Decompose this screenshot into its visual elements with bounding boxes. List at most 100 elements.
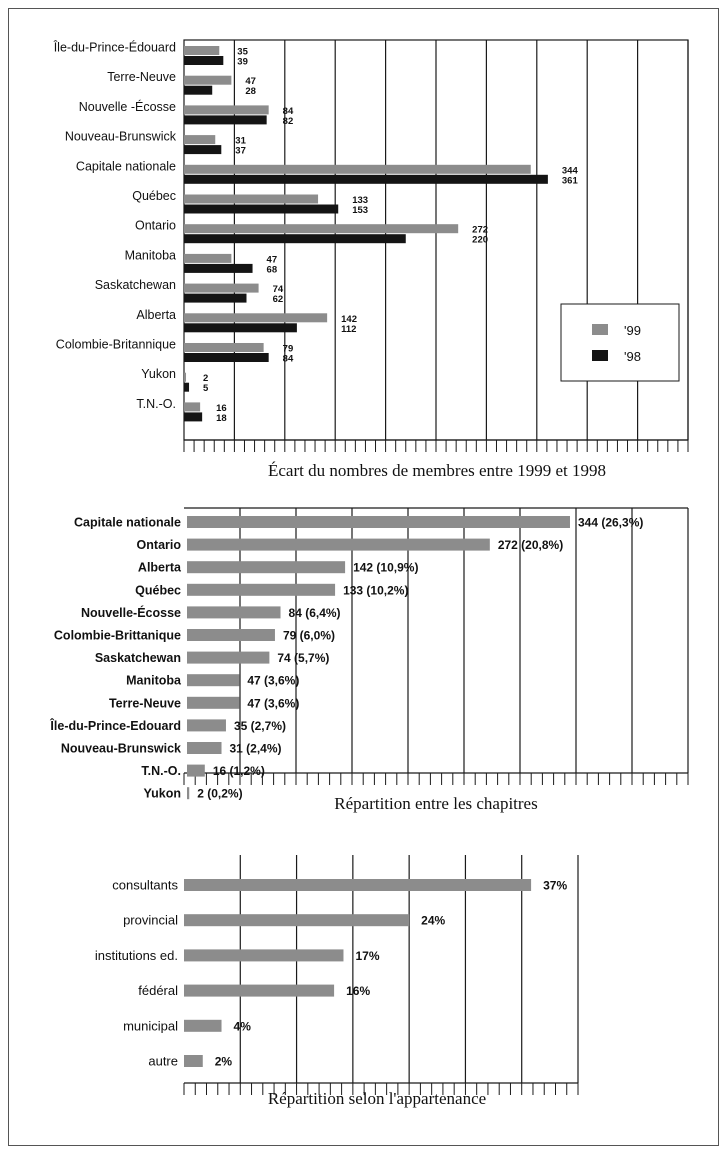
category-label: Capitale nationale	[74, 516, 181, 530]
bar-99	[184, 372, 187, 382]
value-label-98: 18	[216, 413, 227, 424]
category-label: institutions ed.	[95, 948, 178, 963]
bar	[187, 696, 240, 709]
value-label-98: 82	[283, 116, 294, 127]
bar	[187, 561, 346, 574]
bar-99	[184, 224, 459, 234]
value-label: 31 (2,4%)	[230, 742, 282, 756]
category-label: provincial	[123, 913, 178, 928]
value-label: 35 (2,7%)	[234, 719, 286, 733]
value-label-99: 84	[283, 106, 294, 117]
value-label-99: 79	[283, 344, 294, 355]
category-label: Yukon	[141, 367, 176, 381]
bar-98	[184, 263, 253, 273]
chart3-ticks	[183, 1082, 579, 1095]
value-label: 16%	[346, 984, 370, 998]
chart3-bars	[184, 879, 532, 1067]
value-label-99: 142	[341, 314, 357, 325]
bar	[187, 651, 270, 664]
bar	[184, 914, 410, 927]
bar-99	[184, 105, 269, 115]
category-label: Ontario	[135, 219, 176, 233]
bar-98	[184, 85, 213, 95]
bar-98	[184, 353, 269, 362]
bar-99	[184, 135, 216, 145]
bar-99	[184, 75, 232, 85]
category-label: Nouvelle -Écosse	[79, 99, 176, 114]
chart-chapter-distribution: Capitale nationale Ontario Alberta Québec No…	[49, 507, 689, 813]
bar-99	[184, 46, 220, 55]
category-label: Terre-Neuve	[109, 696, 181, 710]
bar-99	[184, 194, 319, 204]
value-label-98: 28	[245, 86, 256, 97]
bar	[184, 1019, 222, 1032]
bar	[187, 606, 281, 619]
category-label: Alberta	[136, 308, 176, 322]
category-label: Nouveau-Brunswick	[65, 130, 177, 144]
category-label: Nouvelle-Écosse	[81, 605, 181, 620]
category-label: Colombie-Britannique	[56, 338, 176, 352]
bar-98	[184, 115, 267, 125]
bar	[187, 787, 190, 800]
category-label: Manitoba	[125, 248, 176, 262]
bar	[187, 516, 570, 528]
category-label: Nouveau-Brunswick	[61, 742, 181, 756]
value-label: 272 (20,8%)	[498, 538, 563, 552]
chart-affiliation-distribution: consultants provincial institutions ed. féd…	[95, 855, 579, 1108]
value-label-99: 272	[472, 225, 488, 236]
bar-98	[184, 174, 548, 184]
value-label-99: 47	[267, 254, 278, 265]
category-label: municipal	[123, 1018, 178, 1033]
value-label: 79 (6,0%)	[283, 629, 335, 643]
value-label: 133 (10,2%)	[343, 583, 408, 597]
category-label: Manitoba	[126, 674, 182, 688]
bar-98	[184, 234, 406, 244]
bar	[187, 742, 222, 754]
value-label-98: 68	[267, 264, 278, 275]
value-label: 74 (5,7%)	[277, 651, 329, 665]
bar-98	[184, 145, 222, 155]
value-label: 24%	[421, 914, 445, 928]
bar-99	[184, 343, 264, 352]
chart-member-difference: Île-du-Prince-Édouard Terre-Neuve Nouvelle…	[53, 39, 689, 480]
category-label: Colombie-Brittanique	[54, 629, 181, 643]
value-label: 142 (10,9%)	[353, 561, 418, 575]
bar-99	[184, 164, 531, 174]
chart2-title: Répartition entre les chapitres	[334, 794, 537, 813]
category-label: fédéral	[138, 983, 178, 998]
value-label: 84 (6,4%)	[289, 606, 341, 620]
bar	[187, 719, 226, 732]
chart3-category-labels: consultants provincial institutions ed. féd…	[95, 878, 179, 1069]
chart1-title: Écart du nombres de membres entre 1999 e…	[268, 461, 606, 480]
category-label: Île-du-Prince-Edouard	[49, 718, 181, 733]
chart3-gridlines	[239, 855, 579, 1083]
bar	[187, 583, 336, 596]
chart2-category-labels: Capitale nationale Ontario Alberta Québec No…	[49, 516, 182, 801]
bar	[184, 1055, 203, 1067]
value-label-98: 39	[237, 57, 248, 68]
value-label-99: 133	[352, 195, 368, 206]
chart2-ticks	[183, 772, 689, 785]
bar	[187, 674, 240, 687]
category-label: autre	[148, 1054, 178, 1069]
page-frame	[8, 8, 719, 1146]
bar	[184, 984, 335, 997]
chart3-title: Répartition selon l'appartenance	[268, 1089, 486, 1108]
category-label: Yukon	[143, 787, 181, 801]
value-label: 4%	[234, 1019, 252, 1033]
value-label-98: 5	[203, 383, 209, 394]
bar-99	[184, 402, 201, 412]
chart2-value-labels: 344 (26,3%) 272 (20,8%) 142 (10,9%) 133 (10…	[197, 516, 643, 801]
value-label-98: 84	[283, 354, 294, 365]
bar-98	[184, 56, 224, 65]
value-label: 17%	[355, 949, 379, 963]
bar	[187, 629, 275, 641]
category-label: Québec	[132, 189, 176, 203]
value-label-99: 31	[235, 136, 246, 147]
value-label: 2%	[215, 1055, 233, 1069]
value-label-99: 74	[273, 284, 284, 295]
value-label-99: 47	[245, 76, 256, 87]
value-label-98: 153	[352, 205, 368, 216]
value-label-99: 35	[237, 47, 248, 58]
